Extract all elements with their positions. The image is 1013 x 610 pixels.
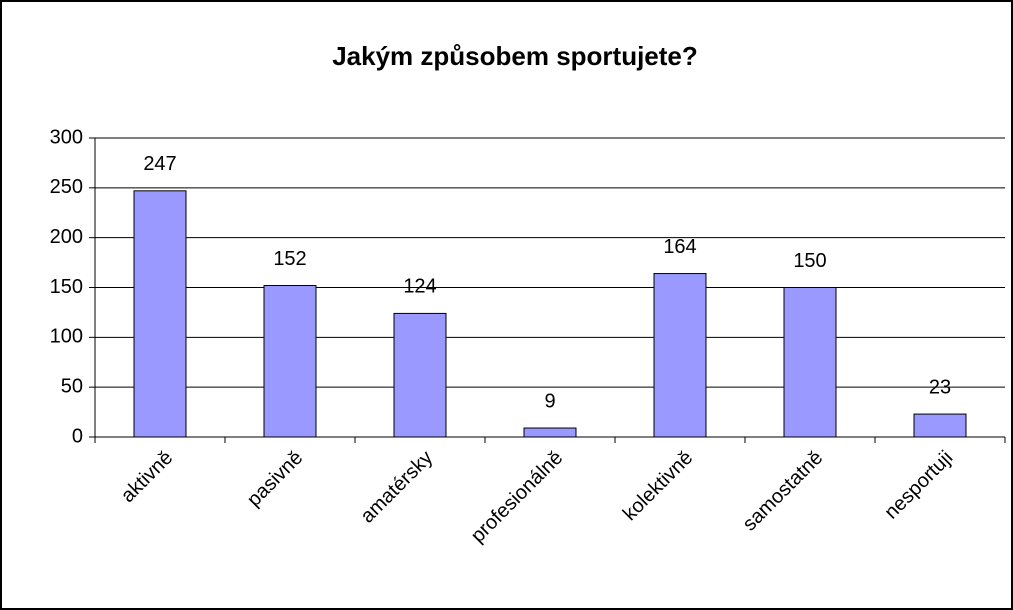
data-label: 150 [793, 250, 826, 272]
y-tick-label: 250 [50, 176, 83, 198]
data-label: 164 [663, 236, 696, 258]
bar [133, 190, 187, 438]
bar [783, 287, 837, 438]
y-tick-label: 150 [50, 276, 83, 298]
bar [913, 413, 967, 438]
chart-title: Jakým způsobem sportujete? [332, 41, 698, 71]
data-label: 124 [403, 276, 436, 298]
y-tick-label: 200 [50, 226, 83, 248]
y-tick-label: 0 [72, 425, 83, 447]
bar [393, 312, 447, 438]
data-label: 152 [273, 248, 306, 270]
data-label: 23 [929, 376, 951, 398]
data-label: 9 [544, 390, 555, 412]
y-tick-label: 300 [50, 126, 83, 148]
data-label: 247 [143, 153, 176, 175]
bar [263, 285, 317, 438]
bar [653, 273, 707, 438]
bar [523, 427, 577, 438]
y-tick-label: 50 [61, 375, 83, 397]
y-tick-label: 100 [50, 326, 83, 348]
